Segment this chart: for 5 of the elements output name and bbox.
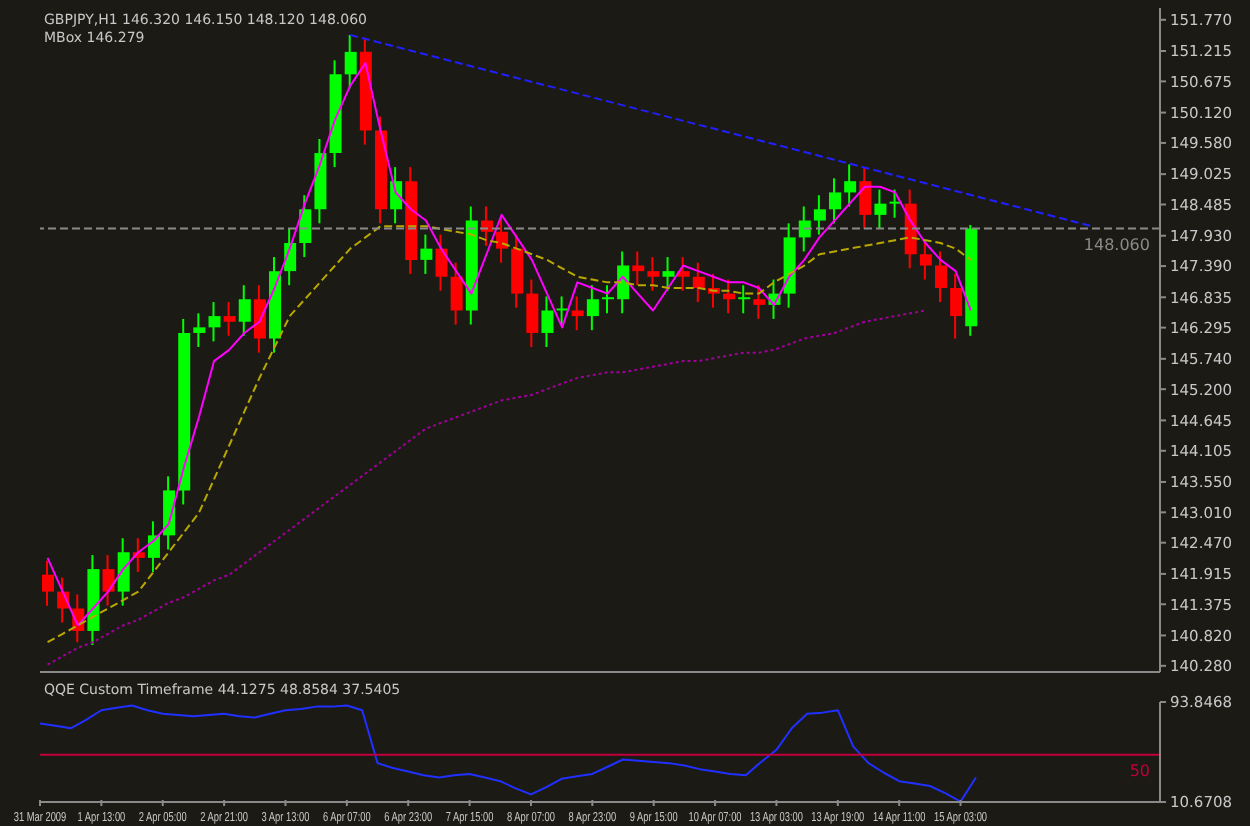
ref-line-label: 50: [1129, 762, 1150, 781]
line-series: [46, 309, 927, 666]
line-series: [39, 704, 977, 802]
candlestick: [738, 285, 751, 314]
ref-line-label: 148.060: [1083, 235, 1150, 254]
